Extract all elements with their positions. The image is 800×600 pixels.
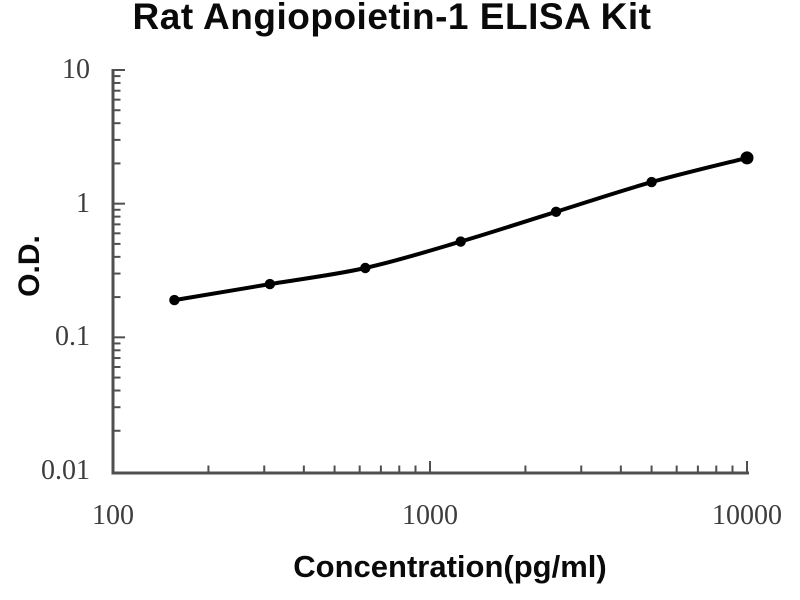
y-tick-label: 0.1	[55, 321, 90, 353]
data-point	[264, 278, 276, 290]
axis-ticks	[114, 69, 748, 472]
data-point	[360, 262, 371, 274]
y-tick-label: 10	[62, 54, 90, 85]
data-point	[550, 206, 562, 217]
x-tick-label: 1000	[402, 500, 458, 531]
x-axis-title: Concentration(pg/ml)	[293, 549, 607, 584]
data-point	[455, 236, 466, 247]
data-point	[646, 176, 657, 188]
x-tick-label: 10000	[712, 500, 782, 531]
axes	[111, 69, 749, 475]
x-tick-label: 100	[92, 500, 134, 531]
chart-title: Rat Angiopoietin-1 ELISA Kit	[132, 0, 652, 37]
data-point	[169, 294, 180, 306]
standard-curve-line	[172, 155, 749, 303]
y-tick-label: 1	[76, 187, 90, 219]
data-points	[169, 151, 754, 306]
data-point	[740, 151, 754, 165]
y-tick-label: 0.01	[41, 455, 90, 486]
